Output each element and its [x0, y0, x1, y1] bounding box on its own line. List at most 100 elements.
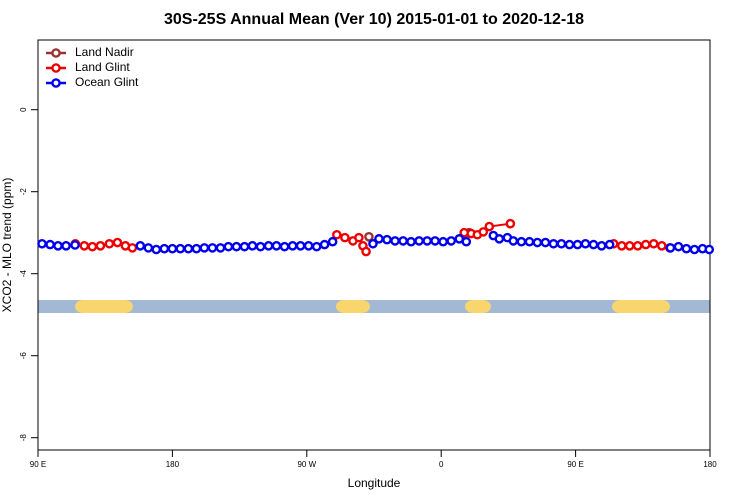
point: [95, 241, 106, 251]
point: [361, 246, 371, 257]
point: [354, 232, 364, 243]
land-strip: [612, 300, 670, 313]
point: [364, 231, 374, 242]
point: [239, 241, 250, 252]
x-tick-label: 180: [703, 460, 717, 469]
chart-title: 30S-25S Annual Mean (Ver 10) 2015-01-01 …: [164, 11, 584, 28]
point: [255, 241, 266, 252]
point: [319, 239, 330, 250]
point: [287, 241, 298, 251]
point: [422, 236, 432, 246]
point: [524, 236, 535, 247]
x-tick-label: 90 W: [297, 460, 316, 469]
point: [596, 241, 607, 251]
point: [494, 234, 505, 244]
point: [295, 241, 306, 251]
point: [704, 244, 715, 255]
x-tick-label: 180: [166, 460, 180, 469]
point: [303, 241, 314, 251]
point: [484, 221, 495, 232]
point: [332, 229, 342, 240]
point: [223, 241, 234, 252]
point: [438, 236, 448, 247]
point: [191, 243, 202, 254]
point: [340, 232, 350, 243]
point: [406, 236, 416, 247]
legend-label: Ocean Glint: [75, 75, 139, 89]
point: [247, 241, 258, 251]
point: [540, 237, 551, 248]
point: [398, 236, 408, 246]
point: [183, 243, 194, 254]
point: [640, 239, 651, 250]
point: [311, 241, 322, 252]
point: [271, 241, 282, 251]
point: [382, 234, 392, 245]
point: [505, 218, 516, 229]
land-strip: [75, 300, 133, 313]
point: [368, 238, 378, 249]
point: [461, 236, 472, 247]
legend-marker: [51, 48, 61, 58]
point: [580, 238, 591, 249]
point: [199, 243, 210, 253]
point: [167, 243, 178, 254]
x-tick-label: 90 E: [30, 460, 46, 469]
point: [689, 244, 700, 255]
point: [564, 239, 575, 250]
point: [516, 236, 527, 247]
point: [604, 239, 615, 250]
point: [231, 241, 242, 252]
point: [532, 237, 543, 248]
point: [556, 238, 567, 249]
point: [215, 243, 226, 253]
land-strip: [336, 300, 370, 313]
point: [508, 236, 519, 246]
point: [70, 240, 80, 250]
point: [143, 243, 154, 253]
y-tick-label: -6: [19, 352, 28, 360]
x-tick-label: 0: [439, 460, 444, 469]
point: [665, 243, 676, 253]
y-tick-label: -8: [19, 434, 28, 442]
y-tick-label: -4: [19, 270, 28, 278]
point: [37, 238, 47, 249]
legend-marker: [51, 78, 61, 88]
point: [588, 239, 599, 250]
x-tick-label: 90 E: [567, 460, 583, 469]
point: [548, 238, 559, 249]
point: [648, 238, 659, 249]
point: [279, 241, 290, 252]
point: [656, 241, 667, 251]
legend-marker: [51, 63, 61, 73]
point: [327, 236, 338, 247]
point: [87, 241, 98, 252]
legend-label: Land Nadir: [75, 45, 134, 59]
point: [446, 236, 457, 246]
point: [673, 241, 684, 252]
point: [632, 241, 643, 251]
legend-label: Land Glint: [75, 60, 130, 74]
point: [478, 227, 489, 237]
point: [207, 243, 218, 253]
point: [616, 241, 627, 251]
point: [159, 243, 170, 254]
y-tick-label: 0: [19, 107, 28, 112]
land-strip: [465, 300, 491, 313]
point: [53, 241, 63, 251]
point: [430, 236, 440, 246]
ocean-strip: [38, 300, 710, 313]
point: [374, 234, 384, 244]
point: [112, 237, 123, 248]
y-tick-label: -2: [19, 188, 28, 196]
point: [104, 238, 115, 249]
point: [79, 241, 90, 251]
map-strip: [38, 300, 710, 313]
point: [263, 241, 274, 251]
x-axis-label: Longitude: [348, 476, 401, 490]
point: [127, 243, 138, 253]
point: [624, 241, 635, 251]
point: [681, 243, 692, 254]
y-axis-label: XCO2 - MLO trend (ppm): [0, 178, 14, 313]
